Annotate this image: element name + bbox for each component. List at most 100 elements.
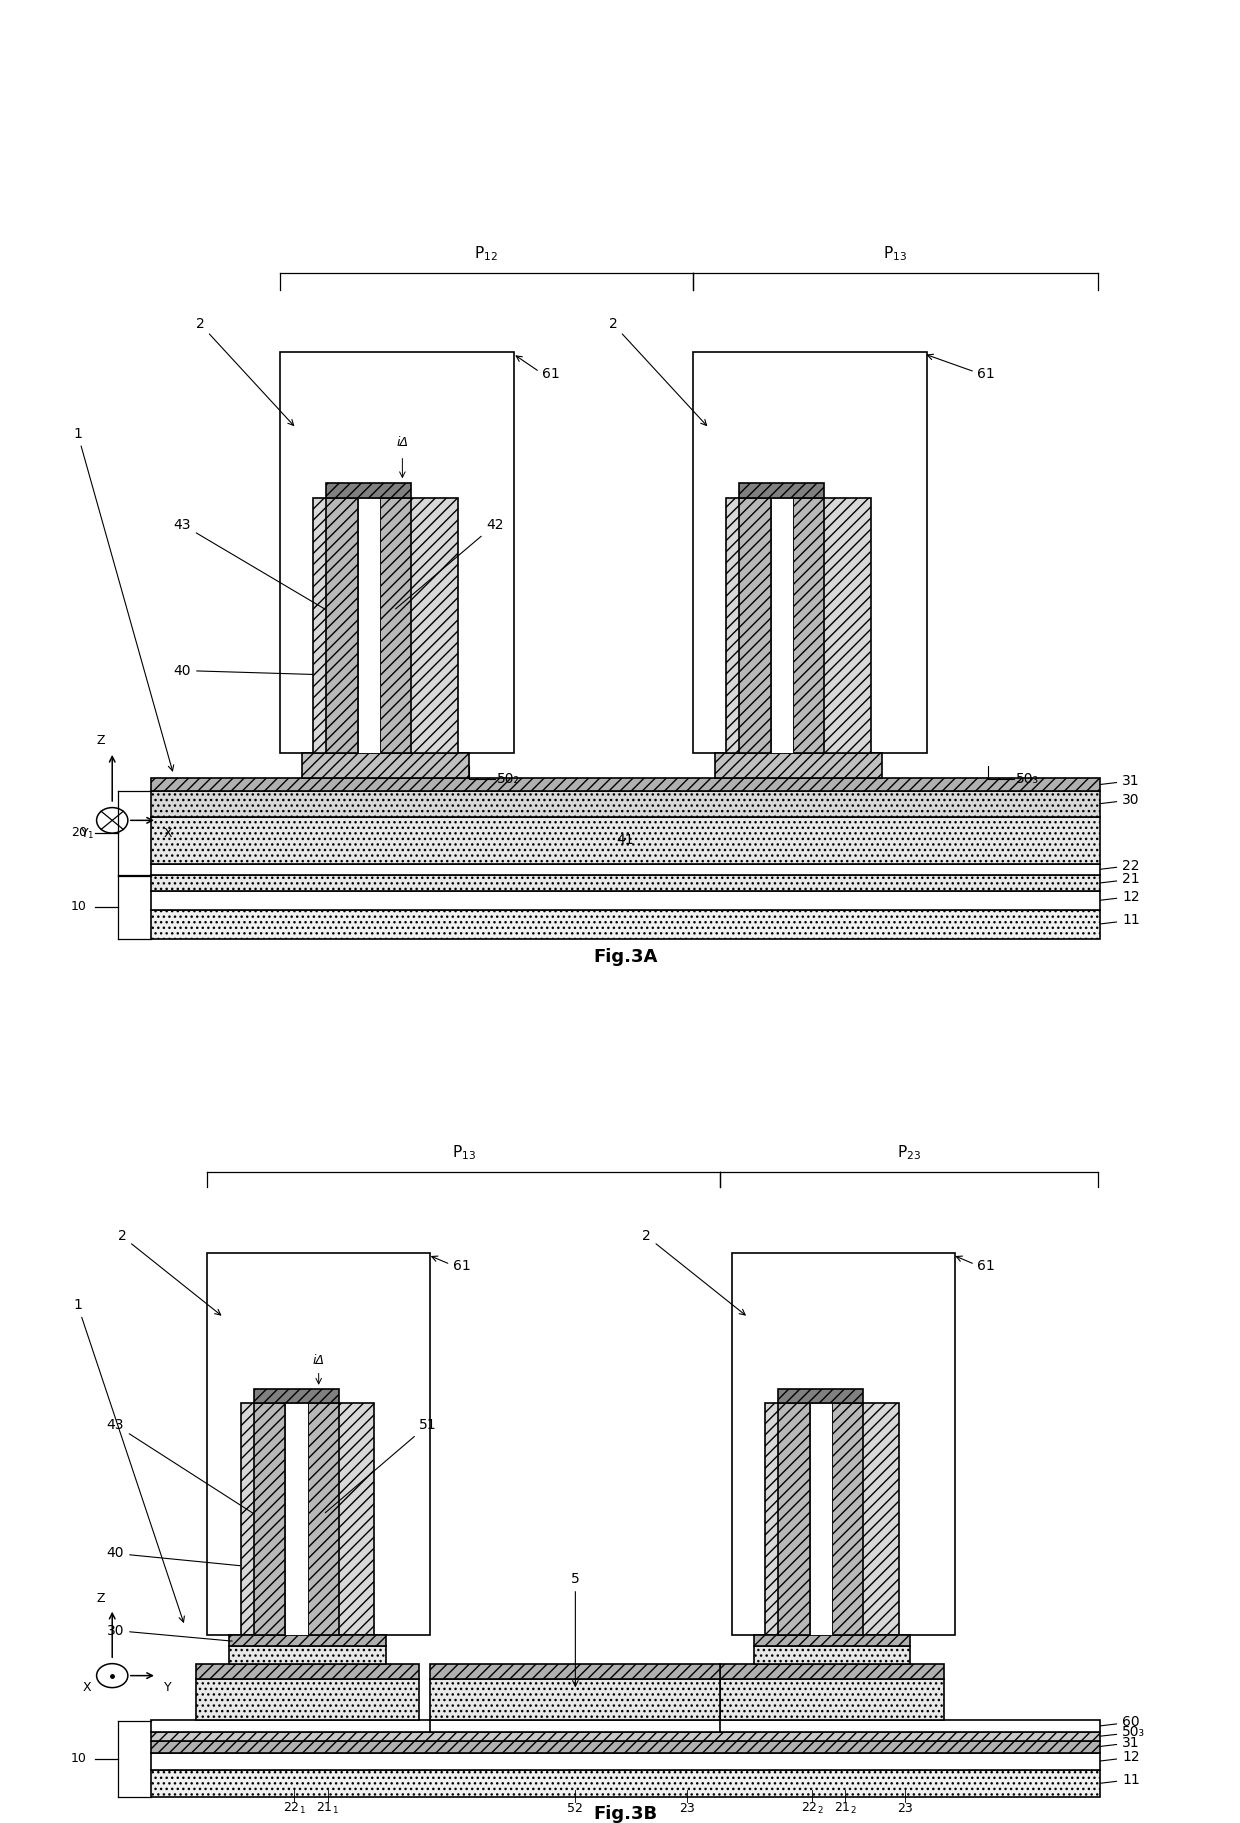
Text: 31: 31 bbox=[1100, 773, 1140, 788]
Bar bbox=[196, 1679, 419, 1721]
Bar bbox=[739, 498, 771, 753]
Text: 22$_1$: 22$_1$ bbox=[283, 1801, 305, 1816]
Bar bbox=[754, 1635, 910, 1646]
Text: 22$_2$: 22$_2$ bbox=[801, 1801, 823, 1816]
Text: 2: 2 bbox=[118, 1229, 221, 1314]
Text: Y: Y bbox=[164, 1681, 172, 1694]
Text: X: X bbox=[82, 1681, 91, 1694]
Bar bbox=[151, 891, 1100, 910]
Text: 12: 12 bbox=[1100, 1750, 1140, 1765]
Bar bbox=[241, 1404, 374, 1635]
Text: P$_{23}$: P$_{23}$ bbox=[897, 1143, 921, 1161]
Text: Fig.3B: Fig.3B bbox=[594, 1805, 657, 1823]
Bar bbox=[151, 1770, 1100, 1797]
Text: 51: 51 bbox=[325, 1418, 436, 1513]
Text: 11: 11 bbox=[1100, 1772, 1140, 1787]
Bar bbox=[151, 1732, 1100, 1741]
Text: 61: 61 bbox=[977, 366, 994, 381]
Text: 50₃: 50₃ bbox=[1100, 1725, 1146, 1739]
Bar bbox=[765, 1404, 899, 1635]
Text: 21: 21 bbox=[1100, 871, 1140, 886]
Text: 61: 61 bbox=[453, 1260, 470, 1272]
Text: 10: 10 bbox=[71, 901, 87, 913]
Text: 5: 5 bbox=[570, 1571, 580, 1686]
Text: 11: 11 bbox=[1100, 913, 1140, 928]
Bar bbox=[151, 1721, 1100, 1732]
Text: 31: 31 bbox=[1100, 1735, 1140, 1750]
Bar bbox=[151, 778, 1100, 791]
Text: 50₃: 50₃ bbox=[1017, 773, 1039, 786]
Bar bbox=[151, 910, 1100, 939]
Text: 42: 42 bbox=[396, 518, 503, 609]
Bar bbox=[151, 864, 1100, 875]
Bar bbox=[430, 1721, 720, 1732]
Bar bbox=[358, 498, 381, 753]
Text: 23: 23 bbox=[897, 1801, 913, 1816]
Bar bbox=[720, 1679, 944, 1721]
Bar bbox=[779, 1389, 863, 1404]
Bar bbox=[303, 753, 469, 778]
Text: 20$_1$: 20$_1$ bbox=[71, 826, 94, 840]
Bar bbox=[151, 817, 1100, 864]
Text: 60: 60 bbox=[1100, 1715, 1140, 1730]
Bar bbox=[312, 498, 459, 753]
Bar bbox=[727, 498, 872, 753]
Text: Y: Y bbox=[81, 826, 88, 840]
Text: Z: Z bbox=[97, 1591, 105, 1604]
Bar bbox=[754, 1646, 910, 1664]
Bar bbox=[381, 498, 412, 753]
Text: 61: 61 bbox=[542, 366, 559, 381]
Text: 40: 40 bbox=[107, 1546, 241, 1566]
Text: 21$_1$: 21$_1$ bbox=[316, 1801, 339, 1816]
Text: 22: 22 bbox=[1100, 859, 1140, 873]
Bar bbox=[308, 1404, 339, 1635]
Bar bbox=[196, 1664, 419, 1679]
Bar bbox=[430, 1679, 720, 1721]
Bar bbox=[151, 1741, 1100, 1752]
Text: 2: 2 bbox=[642, 1229, 745, 1314]
Bar bbox=[739, 483, 825, 498]
Text: iΔ: iΔ bbox=[312, 1354, 325, 1367]
Text: 12: 12 bbox=[1100, 890, 1140, 904]
Text: 41: 41 bbox=[616, 833, 635, 848]
Text: P$_{13}$: P$_{13}$ bbox=[883, 244, 908, 263]
Bar bbox=[229, 1635, 386, 1646]
Text: P$_{13}$: P$_{13}$ bbox=[451, 1143, 476, 1161]
Text: Fig.3A: Fig.3A bbox=[594, 948, 657, 966]
Bar bbox=[280, 352, 515, 753]
Bar bbox=[229, 1646, 386, 1664]
Text: 2: 2 bbox=[609, 317, 707, 425]
Text: 2: 2 bbox=[196, 317, 294, 425]
Bar bbox=[151, 1752, 1100, 1770]
Text: 52: 52 bbox=[568, 1801, 583, 1816]
Bar bbox=[326, 498, 358, 753]
Bar bbox=[720, 1664, 944, 1679]
Text: Z: Z bbox=[97, 733, 105, 747]
Text: 1: 1 bbox=[73, 1298, 185, 1622]
Text: 43: 43 bbox=[174, 518, 325, 609]
Text: 30: 30 bbox=[107, 1624, 232, 1641]
Text: 1: 1 bbox=[73, 427, 174, 771]
Text: 50₂: 50₂ bbox=[497, 773, 521, 786]
Bar bbox=[151, 875, 1100, 891]
Bar bbox=[794, 498, 825, 753]
Text: 23: 23 bbox=[680, 1801, 694, 1816]
Bar bbox=[430, 1664, 720, 1679]
Text: 43: 43 bbox=[107, 1418, 253, 1513]
Bar bbox=[810, 1404, 832, 1635]
Text: iΔ: iΔ bbox=[397, 436, 408, 448]
Text: 40: 40 bbox=[174, 664, 312, 678]
Bar bbox=[207, 1252, 430, 1635]
Bar bbox=[770, 498, 794, 753]
Bar bbox=[832, 1404, 863, 1635]
Bar bbox=[285, 1404, 308, 1635]
Bar bbox=[151, 791, 1100, 817]
Bar bbox=[254, 1389, 339, 1404]
Text: 21$_2$: 21$_2$ bbox=[835, 1801, 857, 1816]
Text: X: X bbox=[164, 826, 172, 840]
Bar bbox=[714, 753, 883, 778]
Bar bbox=[779, 1404, 810, 1635]
Text: P$_{12}$: P$_{12}$ bbox=[474, 244, 498, 263]
Text: 61: 61 bbox=[977, 1260, 994, 1272]
Bar bbox=[254, 1404, 285, 1635]
